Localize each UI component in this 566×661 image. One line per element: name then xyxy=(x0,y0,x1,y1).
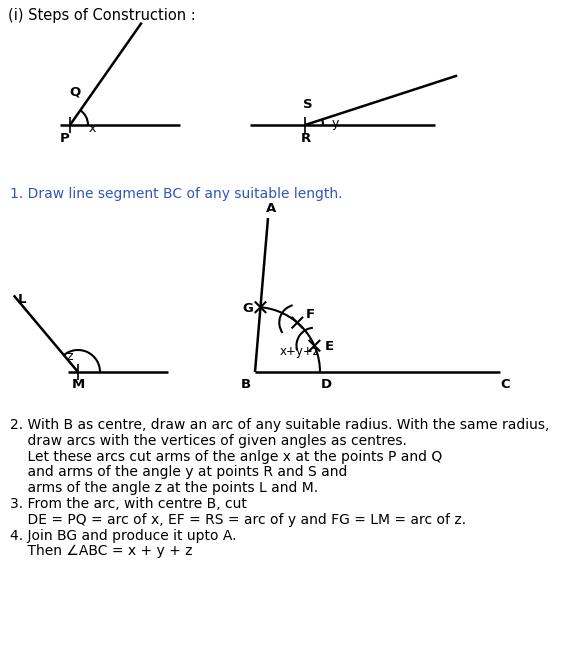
Text: P: P xyxy=(60,132,70,145)
Text: S: S xyxy=(303,98,313,110)
Text: Q: Q xyxy=(70,85,80,98)
Text: G: G xyxy=(242,301,253,315)
Text: 3. From the arc, with centre B, cut: 3. From the arc, with centre B, cut xyxy=(10,497,247,511)
Text: L: L xyxy=(18,293,26,306)
Text: y: y xyxy=(331,116,338,130)
Text: C: C xyxy=(500,379,510,391)
Text: z: z xyxy=(67,350,73,362)
Text: A: A xyxy=(266,202,276,215)
Text: draw arcs with the vertices of given angles as centres.: draw arcs with the vertices of given ang… xyxy=(10,434,407,447)
Text: x+y+z: x+y+z xyxy=(280,346,320,358)
Text: (i) Steps of Construction :: (i) Steps of Construction : xyxy=(8,8,196,23)
Text: F: F xyxy=(306,308,315,321)
Text: R: R xyxy=(301,132,311,145)
Text: 4. Join BG and produce it upto A.: 4. Join BG and produce it upto A. xyxy=(10,529,237,543)
Text: E: E xyxy=(325,340,334,353)
Text: and arms of the angle y at points R and S and: and arms of the angle y at points R and … xyxy=(10,465,348,479)
Text: x: x xyxy=(88,122,96,136)
Text: Let these arcs cut arms of the anlge x at the points P and Q: Let these arcs cut arms of the anlge x a… xyxy=(10,449,442,463)
Text: DE = PQ = arc of x, EF = RS = arc of y and FG = LM = arc of z.: DE = PQ = arc of x, EF = RS = arc of y a… xyxy=(10,513,466,527)
Text: 1. Draw line segment BC of any suitable length.: 1. Draw line segment BC of any suitable … xyxy=(10,187,342,201)
Text: B: B xyxy=(241,379,251,391)
Text: M: M xyxy=(71,379,85,391)
Text: arms of the angle z at the points L and M.: arms of the angle z at the points L and … xyxy=(10,481,318,495)
Text: 2. With B as centre, draw an arc of any suitable radius. With the same radius,: 2. With B as centre, draw an arc of any … xyxy=(10,418,550,432)
Text: Then ∠ABC = x + y + z: Then ∠ABC = x + y + z xyxy=(10,545,192,559)
Text: D: D xyxy=(320,377,332,391)
